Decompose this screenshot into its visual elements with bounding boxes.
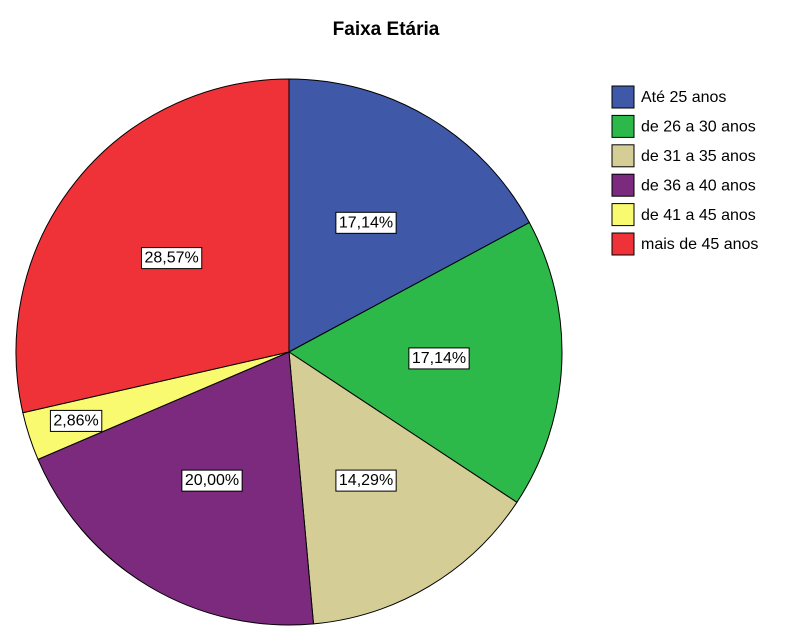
data-label-box — [408, 347, 470, 370]
legend-swatch — [611, 85, 635, 109]
legend-label: de 41 a 45 anos — [641, 207, 756, 224]
data-label: 20,00% — [185, 472, 239, 489]
data-label: 28,57% — [144, 250, 198, 267]
legend-label: Até 25 anos — [641, 89, 726, 106]
pie-slice — [288, 78, 531, 353]
data-label-box — [49, 409, 103, 432]
legend-swatch — [611, 203, 635, 227]
data-label-box — [335, 469, 397, 492]
legend-label: de 31 a 35 anos — [641, 148, 756, 165]
pie-slice — [37, 351, 315, 626]
legend-label: de 26 a 30 anos — [641, 119, 756, 136]
legend-label: mais de 45 anos — [641, 236, 758, 253]
legend-swatch — [611, 173, 635, 197]
legend-swatch — [611, 144, 635, 168]
data-label: 17,14% — [339, 214, 393, 231]
data-label: 14,29% — [339, 472, 393, 489]
legend-swatch — [611, 114, 635, 138]
pie-slice — [15, 78, 290, 414]
data-label-box — [181, 469, 243, 492]
pie-slice — [288, 351, 518, 625]
data-label: 17,14% — [412, 350, 466, 367]
data-label-box — [335, 211, 397, 234]
legend-label: de 36 a 40 anos — [641, 177, 756, 194]
chart-title: Faixa Etária — [333, 19, 440, 40]
legend-swatch — [611, 232, 635, 256]
data-label: 2,86% — [53, 412, 98, 429]
data-label-box — [140, 247, 203, 270]
